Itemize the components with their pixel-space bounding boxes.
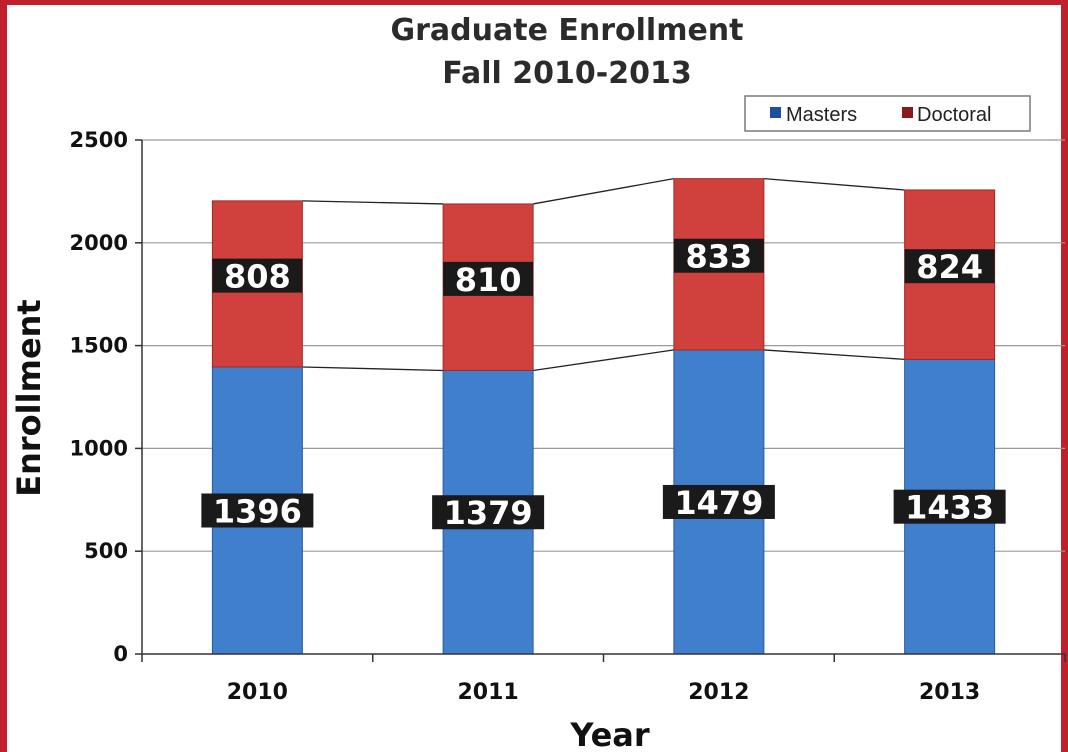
data-label-masters-2011: 1379 xyxy=(444,494,533,532)
data-label-masters-2012: 1479 xyxy=(674,484,763,522)
data-label-doctoral-2012: 833 xyxy=(685,238,752,276)
data-label-masters-2013: 1433 xyxy=(905,489,994,527)
series-lines xyxy=(302,178,905,372)
data-label-box xyxy=(893,489,1006,524)
series-line-doctoral xyxy=(763,178,905,191)
series-line-masters xyxy=(302,366,444,372)
legend-box xyxy=(744,95,1031,132)
data-label-doctoral-2011: 810 xyxy=(455,261,522,299)
y-axis-ticks: 0 500 1000 1500 2000 2500 xyxy=(70,128,128,666)
data-label-box xyxy=(443,261,534,296)
data-label-box xyxy=(212,258,303,293)
chart-title: Graduate Enrollment xyxy=(391,13,744,48)
chart-subtitle: Fall 2010-2013 xyxy=(442,56,691,91)
data-label-box xyxy=(432,495,545,530)
data-label-box xyxy=(201,493,314,528)
y-tick-label: 1000 xyxy=(70,436,128,460)
bars xyxy=(211,178,996,655)
series-line-doctoral xyxy=(302,200,444,205)
legend-label-doctoral: Doctoral xyxy=(917,104,991,126)
data-label-masters-2010: 1396 xyxy=(213,492,302,530)
y-tick-label: 0 xyxy=(113,642,128,666)
series-line-doctoral xyxy=(533,178,674,205)
y-tick-label: 2500 xyxy=(70,128,128,152)
x-axis-ticks: 2010 2011 2012 2013 xyxy=(227,680,980,705)
legend-swatch-doctoral xyxy=(902,107,913,118)
series-line-masters xyxy=(533,349,674,372)
legend: Masters Doctoral xyxy=(744,95,1031,132)
y-tick-label: 1500 xyxy=(70,334,128,358)
data-label-doctoral-2010: 808 xyxy=(224,258,291,296)
y-tick-label: 500 xyxy=(84,539,128,563)
x-tick-label-2013: 2013 xyxy=(919,680,980,705)
data-label-doctoral-2013: 824 xyxy=(916,248,983,286)
legend-label-masters: Masters xyxy=(786,104,857,126)
x-tick-label-2012: 2012 xyxy=(688,680,749,705)
axes xyxy=(135,139,1066,662)
y-axis-title: Enrollment xyxy=(10,299,48,496)
data-label-box xyxy=(904,249,995,284)
x-tick-label-2011: 2011 xyxy=(458,680,519,705)
legend-swatch-masters xyxy=(770,107,781,118)
x-axis-title: Year xyxy=(569,716,650,752)
y-tick-label: 2000 xyxy=(70,231,128,255)
series-line-masters xyxy=(763,349,905,361)
x-tick-label-2010: 2010 xyxy=(227,680,288,705)
data-label-box xyxy=(673,238,764,273)
data-label-box xyxy=(662,484,775,519)
data-labels: 1396 1379 1479 1433 808 810 833 824 xyxy=(201,238,1006,532)
